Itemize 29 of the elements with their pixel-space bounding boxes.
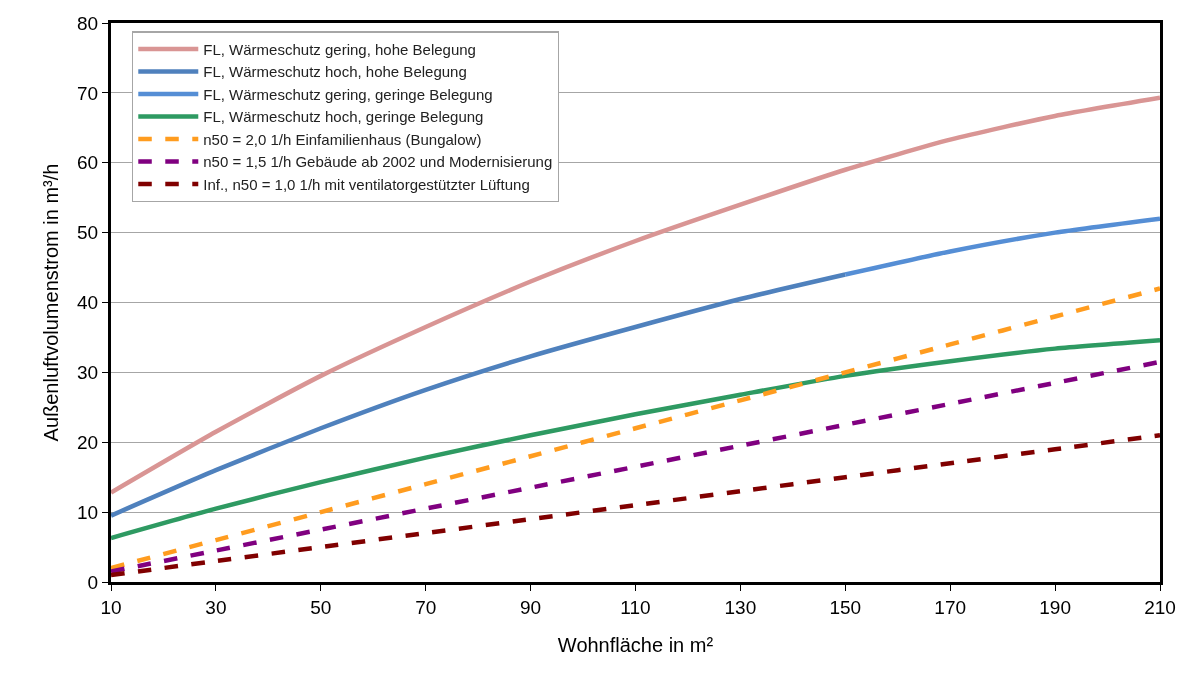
x-tick-label: 50 (310, 596, 332, 618)
legend-label: FL, Wärmeschutz gering, geringe Belegung (203, 85, 493, 103)
y-tick-label: 60 (77, 152, 99, 174)
x-tick-label: 170 (934, 596, 967, 618)
y-tick-label: 80 (77, 12, 99, 34)
x-tick-label: 30 (205, 596, 227, 618)
legend-label: n50 = 2,0 1/h Einfamilienhaus (Bungalow) (203, 130, 482, 148)
x-tick-label: 90 (520, 596, 542, 618)
x-tick-label: 150 (829, 596, 862, 618)
x-axis-title: Wohnfläche in m² (557, 634, 714, 657)
y-tick-label: 40 (77, 292, 99, 314)
x-tick-label: 210 (1144, 596, 1176, 618)
legend-label: FL, Wärmeschutz hoch, geringe Belegung (203, 108, 484, 126)
legend-label: FL, Wärmeschutz gering, hohe Belegung (203, 40, 476, 58)
legend-label: n50 = 1,5 1/h Gebäude ab 2002 und Modernisierung (203, 153, 553, 171)
y-tick-label: 0 (87, 571, 99, 593)
x-tick-label: 110 (620, 596, 651, 618)
x-tick-label: 70 (415, 596, 437, 618)
y-tick-label: 10 (77, 501, 99, 523)
y-tick-label: 30 (77, 362, 99, 384)
x-tick-label: 190 (1039, 596, 1071, 618)
x-tick-label: 10 (100, 596, 122, 618)
legend-label: Inf., n50 = 1,0 1/h mit ventilatorgestützter Lüftung (203, 175, 530, 193)
y-tick-label: 70 (77, 82, 99, 104)
y-tick-label: 20 (77, 431, 99, 453)
x-tick-label: 130 (724, 596, 757, 618)
y-tick-label: 50 (77, 222, 99, 244)
y-axis-title: Außenluftvolumenstrom in m³/h (39, 163, 62, 442)
legend-label: FL, Wärmeschutz hoch, hohe Belegung (203, 63, 467, 81)
